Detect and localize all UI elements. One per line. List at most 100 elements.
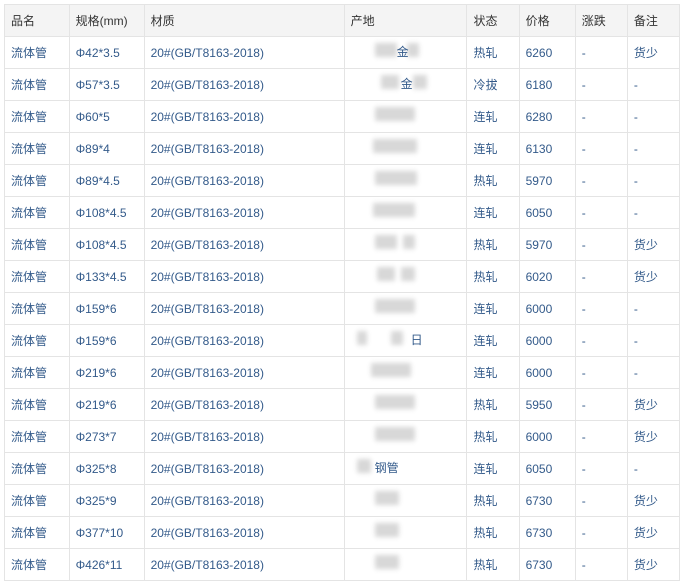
cell-material: 20#(GB/T8163-2018) (144, 133, 344, 165)
cell-spec: Φ60*5 (69, 101, 144, 133)
cell-spec: Φ42*3.5 (69, 37, 144, 69)
table-row: 流体管Φ273*720#(GB/T8163-2018)热轧6000-货少 (5, 421, 680, 453)
cell-material: 20#(GB/T8163-2018) (144, 517, 344, 549)
cell-name: 流体管 (5, 261, 70, 293)
cell-state: 连轧 (467, 453, 519, 485)
cell-state: 热轧 (467, 37, 519, 69)
cell-origin: 钢管 (344, 453, 467, 485)
cell-price: 6130 (519, 133, 575, 165)
cell-change: - (575, 37, 627, 69)
col-header-material: 材质 (144, 5, 344, 37)
cell-price: 6050 (519, 453, 575, 485)
cell-name: 流体管 (5, 165, 70, 197)
cell-name: 流体管 (5, 485, 70, 517)
cell-price: 6000 (519, 421, 575, 453)
cell-change: - (575, 453, 627, 485)
cell-price: 6260 (519, 37, 575, 69)
cell-state: 热轧 (467, 261, 519, 293)
table-row: 流体管Φ108*4.520#(GB/T8163-2018)连轧6050-- (5, 197, 680, 229)
cell-material: 20#(GB/T8163-2018) (144, 229, 344, 261)
cell-state: 连轧 (467, 133, 519, 165)
cell-note: - (627, 165, 679, 197)
cell-change: - (575, 165, 627, 197)
cell-change: - (575, 517, 627, 549)
cell-spec: Φ159*6 (69, 325, 144, 357)
cell-spec: Φ325*8 (69, 453, 144, 485)
cell-name: 流体管 (5, 229, 70, 261)
cell-state: 热轧 (467, 389, 519, 421)
cell-state: 热轧 (467, 421, 519, 453)
cell-origin (344, 101, 467, 133)
cell-state: 热轧 (467, 229, 519, 261)
cell-spec: Φ325*9 (69, 485, 144, 517)
cell-change: - (575, 293, 627, 325)
cell-price: 6000 (519, 293, 575, 325)
table-row: 流体管Φ159*620#(GB/T8163-2018)日连轧6000-- (5, 325, 680, 357)
cell-note: - (627, 453, 679, 485)
cell-material: 20#(GB/T8163-2018) (144, 37, 344, 69)
cell-name: 流体管 (5, 133, 70, 165)
cell-spec: Φ57*3.5 (69, 69, 144, 101)
cell-note: - (627, 357, 679, 389)
cell-change: - (575, 357, 627, 389)
cell-spec: Φ219*6 (69, 389, 144, 421)
cell-change: - (575, 485, 627, 517)
cell-origin (344, 229, 467, 261)
cell-name: 流体管 (5, 325, 70, 357)
table-header-row: 品名 规格(mm) 材质 产地 状态 价格 涨跌 备注 (5, 5, 680, 37)
table-row: 流体管Φ89*4.520#(GB/T8163-2018)热轧5970-- (5, 165, 680, 197)
cell-change: - (575, 133, 627, 165)
cell-name: 流体管 (5, 101, 70, 133)
cell-price: 6280 (519, 101, 575, 133)
cell-origin (344, 133, 467, 165)
cell-note: 货少 (627, 37, 679, 69)
cell-note: - (627, 133, 679, 165)
cell-state: 连轧 (467, 357, 519, 389)
cell-name: 流体管 (5, 69, 70, 101)
cell-material: 20#(GB/T8163-2018) (144, 325, 344, 357)
cell-state: 连轧 (467, 197, 519, 229)
table-row: 流体管Φ377*1020#(GB/T8163-2018)热轧6730-货少 (5, 517, 680, 549)
cell-origin: 日 (344, 325, 467, 357)
cell-origin (344, 197, 467, 229)
cell-price: 6180 (519, 69, 575, 101)
origin-visible-text: 钢管 (375, 459, 399, 476)
cell-origin (344, 421, 467, 453)
cell-state: 冷拔 (467, 69, 519, 101)
cell-material: 20#(GB/T8163-2018) (144, 357, 344, 389)
cell-change: - (575, 229, 627, 261)
cell-note: - (627, 69, 679, 101)
cell-change: - (575, 261, 627, 293)
cell-price: 6000 (519, 325, 575, 357)
cell-material: 20#(GB/T8163-2018) (144, 293, 344, 325)
cell-name: 流体管 (5, 197, 70, 229)
cell-price: 6730 (519, 549, 575, 581)
col-header-name: 品名 (5, 5, 70, 37)
cell-price: 6050 (519, 197, 575, 229)
cell-origin (344, 357, 467, 389)
cell-material: 20#(GB/T8163-2018) (144, 389, 344, 421)
cell-origin: 金 (344, 37, 467, 69)
cell-spec: Φ219*6 (69, 357, 144, 389)
col-header-note: 备注 (627, 5, 679, 37)
cell-price: 6020 (519, 261, 575, 293)
cell-state: 连轧 (467, 293, 519, 325)
cell-spec: Φ426*11 (69, 549, 144, 581)
cell-note: 货少 (627, 389, 679, 421)
cell-price: 6730 (519, 485, 575, 517)
table-row: 流体管Φ159*620#(GB/T8163-2018)连轧6000-- (5, 293, 680, 325)
cell-price: 5970 (519, 165, 575, 197)
cell-name: 流体管 (5, 357, 70, 389)
origin-visible-text: 日 (411, 331, 423, 348)
table-row: 流体管Φ219*620#(GB/T8163-2018)连轧6000-- (5, 357, 680, 389)
cell-change: - (575, 421, 627, 453)
cell-origin (344, 261, 467, 293)
cell-state: 热轧 (467, 485, 519, 517)
cell-material: 20#(GB/T8163-2018) (144, 165, 344, 197)
cell-origin: 金 (344, 69, 467, 101)
cell-material: 20#(GB/T8163-2018) (144, 101, 344, 133)
cell-spec: Φ133*4.5 (69, 261, 144, 293)
cell-material: 20#(GB/T8163-2018) (144, 261, 344, 293)
cell-origin (344, 549, 467, 581)
col-header-change: 涨跌 (575, 5, 627, 37)
